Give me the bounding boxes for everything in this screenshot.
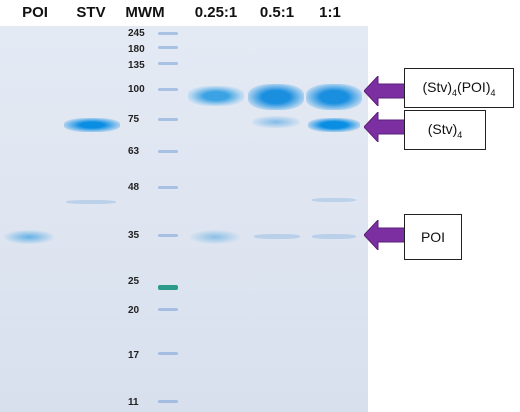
- ladder-band: [158, 46, 178, 49]
- callout-stv-text: (Stv)4: [427, 120, 463, 140]
- band-05-poi: [254, 234, 300, 239]
- gel-image: [0, 26, 368, 412]
- mw-label: 135: [128, 60, 145, 71]
- lane-label-stv: STV: [76, 4, 106, 21]
- band-stv-faint: [66, 200, 116, 204]
- band-025-poi: [190, 230, 240, 244]
- ladder-band: [158, 32, 178, 35]
- band-05-complex: [248, 84, 304, 110]
- lane-label-ratio-05: 0.5:1: [259, 4, 295, 21]
- band-1-faint: [312, 198, 356, 202]
- callout-complex: (Stv)4(POI)4: [404, 68, 514, 108]
- mw-label: 35: [128, 230, 140, 241]
- mw-label: 100: [128, 84, 145, 95]
- arrow-left-icon: [364, 220, 407, 250]
- callout-stv: (Stv)4: [404, 110, 486, 150]
- band-stv-lane: [64, 118, 120, 132]
- band-1-complex: [306, 84, 362, 110]
- ladder-band: [158, 118, 178, 121]
- ladder-band: [158, 62, 178, 65]
- ladder-band: [158, 400, 178, 403]
- mw-label: 75: [128, 114, 140, 125]
- ladder-band: [158, 150, 178, 153]
- mw-label: 245: [128, 28, 145, 39]
- lane-label-ratio-025: 0.25:1: [194, 4, 238, 21]
- band-025-complex: [188, 86, 244, 106]
- lane-label-ratio-1: 1:1: [319, 4, 341, 21]
- ladder-band: [158, 308, 178, 311]
- band-1-stv: [308, 118, 360, 132]
- mw-label: 11: [128, 397, 139, 408]
- mw-label: 180: [128, 44, 145, 55]
- arrow-left-icon: [364, 112, 407, 142]
- mw-label: 20: [128, 305, 140, 316]
- ladder-band: [158, 234, 178, 237]
- mw-label: 25: [128, 276, 140, 287]
- mw-label: 17: [128, 350, 140, 361]
- band-05-stv: [252, 116, 300, 128]
- band-poi-lane: [4, 230, 54, 244]
- ladder-band: [158, 186, 178, 189]
- ladder-band: [158, 88, 178, 91]
- callout-poi-text: POI: [420, 229, 446, 245]
- arrow-left-icon: [364, 76, 407, 106]
- lane-label-mwm: MWM: [125, 4, 165, 21]
- mw-label: 48: [128, 182, 140, 193]
- ladder-band-green: [158, 285, 178, 290]
- callout-complex-text: (Stv)4(POI)4: [422, 78, 496, 98]
- callout-poi: POI: [404, 214, 462, 260]
- ladder-band: [158, 352, 178, 355]
- lane-label-poi: POI: [22, 4, 48, 21]
- band-1-poi: [312, 234, 356, 239]
- mw-label: 63: [128, 146, 140, 157]
